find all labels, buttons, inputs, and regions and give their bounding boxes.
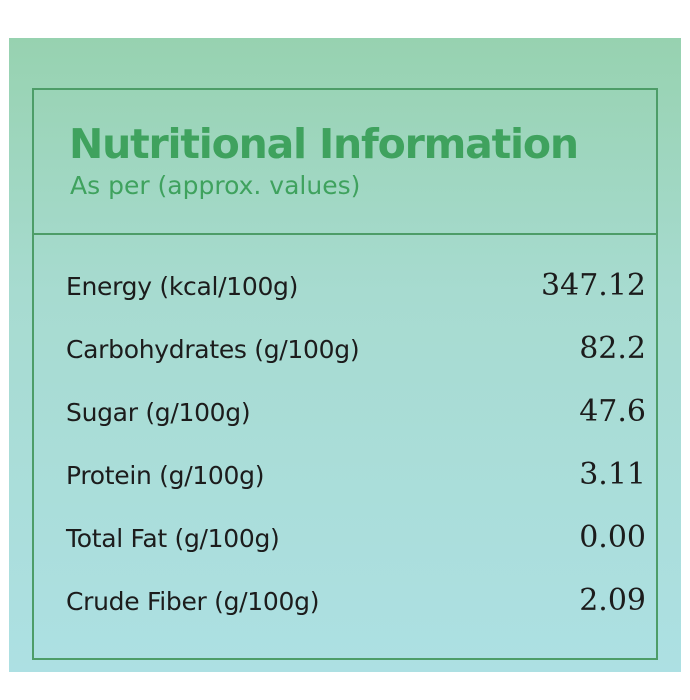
nutrition-table-frame: Nutritional Information As per (approx. …: [32, 88, 658, 660]
nutrition-header: Nutritional Information As per (approx. …: [34, 90, 656, 233]
nutrient-value: 347.12: [541, 268, 646, 303]
nutrient-label: Energy (kcal/100g): [66, 272, 299, 301]
nutrient-label: Carbohydrates (g/100g): [66, 335, 360, 364]
nutrient-value: 3.11: [579, 457, 646, 492]
nutrient-value: 47.6: [579, 394, 646, 429]
nutrition-panel: Nutritional Information As per (approx. …: [9, 38, 681, 672]
nutrient-value: 82.2: [579, 331, 646, 366]
nutrition-subtitle: As per (approx. values): [70, 171, 361, 200]
header-divider: [34, 233, 656, 235]
nutrient-label: Crude Fiber (g/100g): [66, 587, 320, 616]
nutrient-row-sugar: Sugar (g/100g) 47.6: [34, 394, 656, 434]
nutrient-row-protein: Protein (g/100g) 3.11: [34, 457, 656, 497]
nutrient-label: Sugar (g/100g): [66, 398, 251, 427]
nutrient-label: Protein (g/100g): [66, 461, 265, 490]
nutrient-row-carbohydrates: Carbohydrates (g/100g) 82.2: [34, 331, 656, 371]
nutrient-row-energy: Energy (kcal/100g) 347.12: [34, 268, 656, 308]
nutrition-title: Nutritional Information: [69, 120, 579, 168]
nutrient-row-total-fat: Total Fat (g/100g) 0.00: [34, 520, 656, 560]
nutrient-row-crude-fiber: Crude Fiber (g/100g) 2.09: [34, 583, 656, 623]
nutrient-value: 0.00: [579, 520, 646, 555]
nutrient-value: 2.09: [579, 583, 646, 618]
nutrient-label: Total Fat (g/100g): [66, 524, 280, 553]
